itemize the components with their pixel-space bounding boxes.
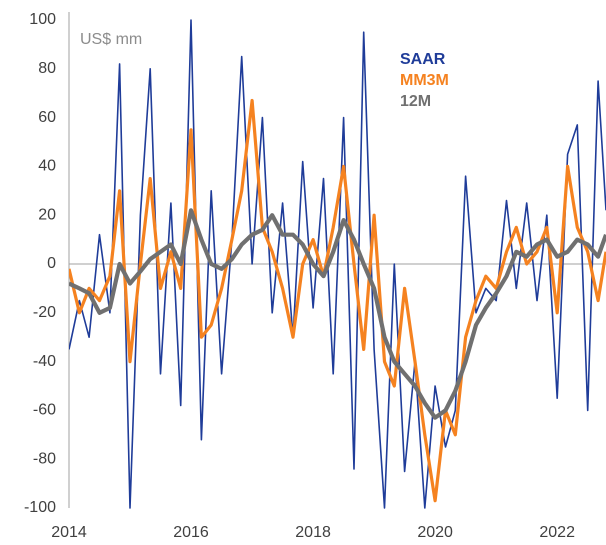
- y-tick-label: 20: [38, 206, 56, 223]
- x-tick-label: 2016: [173, 524, 209, 541]
- y-tick-label: 60: [38, 109, 56, 126]
- x-tick-label: 2014: [51, 524, 87, 541]
- y-tick-label: -40: [33, 353, 56, 370]
- series-line: [69, 208, 606, 420]
- y-tick-label: 100: [29, 11, 56, 28]
- x-tick-label: 2020: [417, 524, 453, 541]
- y-tick-label: -80: [33, 450, 56, 467]
- y-tick-label: 40: [38, 158, 56, 175]
- unit-annotation: US$ mm: [80, 31, 142, 48]
- y-tick-label: 0: [47, 255, 56, 272]
- legend-label: MM3M: [400, 72, 449, 89]
- series-line: [69, 19, 606, 509]
- legend-label: SAAR: [400, 51, 446, 68]
- y-tick-label: -20: [33, 304, 56, 321]
- y-tick-label: 80: [38, 60, 56, 77]
- plot-area: [69, 19, 606, 509]
- series-line: [69, 98, 606, 503]
- x-tick-label: 2018: [295, 524, 331, 541]
- y-tick-label: -100: [24, 499, 56, 516]
- y-tick-label: -60: [33, 402, 56, 419]
- x-tick-label: 2022: [539, 524, 575, 541]
- legend-label: 12M: [400, 93, 431, 110]
